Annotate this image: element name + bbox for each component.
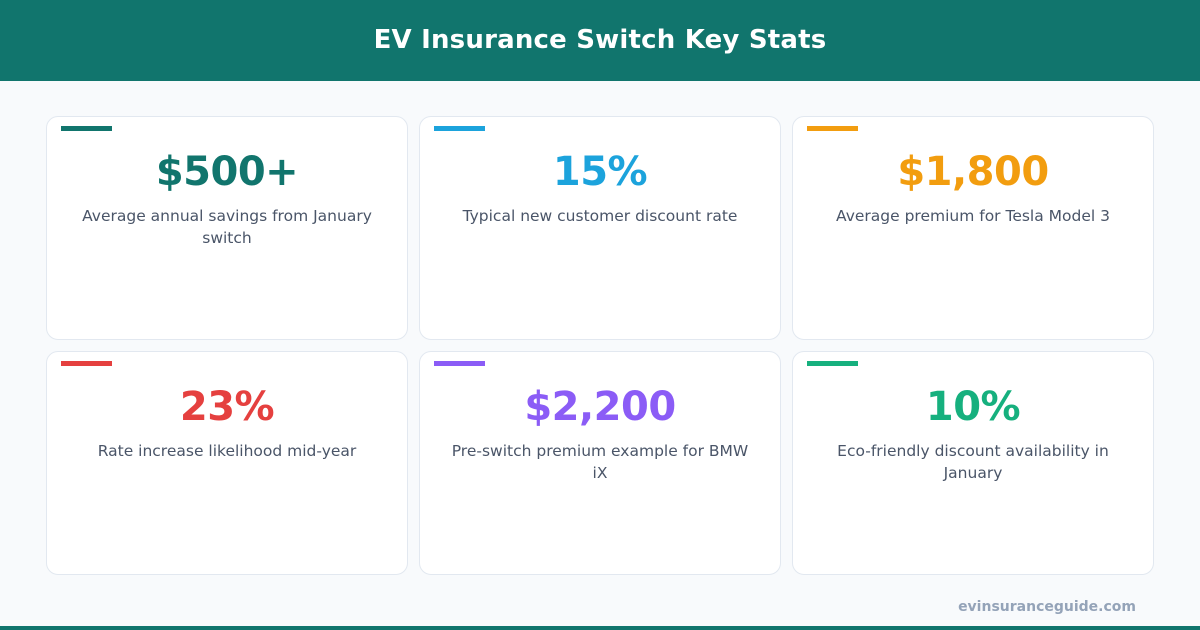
stat-label: Average premium for Tesla Model 3 (836, 207, 1110, 225)
card-accent-bar (807, 126, 858, 131)
stat-label: Average annual savings from January swit… (82, 207, 372, 247)
stat-label: Pre-switch premium example for BMW iX (451, 442, 749, 482)
site-url: evinsuranceguide.com (958, 599, 1136, 615)
stat-value: 10% (925, 384, 1021, 430)
stat-value: 15% (552, 149, 648, 195)
stat-value: $1,800 (897, 149, 1049, 195)
stats-grid: $500+ Average annual savings from Januar… (46, 116, 1154, 575)
card-accent-bar (61, 361, 112, 366)
card-accent-bar (434, 361, 485, 366)
header-banner: EV Insurance Switch Key Stats (0, 0, 1200, 81)
stat-card-annual-savings: $500+ Average annual savings from Januar… (46, 116, 408, 340)
stat-card-bmw-premium: $2,200 Pre-switch premium example for BM… (419, 351, 781, 575)
card-accent-bar (434, 126, 485, 131)
card-accent-bar (61, 126, 112, 131)
card-accent-bar (807, 361, 858, 366)
stat-label: Rate increase likelihood mid-year (97, 442, 357, 460)
stat-value: 23% (179, 384, 275, 430)
stat-card-tesla-premium: $1,800 Average premium for Tesla Model 3 (792, 116, 1154, 340)
stat-card-discount-rate: 15% Typical new customer discount rate (419, 116, 781, 340)
stat-card-rate-increase: 23% Rate increase likelihood mid-year (46, 351, 408, 575)
bottom-accent-bar (0, 626, 1200, 630)
page-title: EV Insurance Switch Key Stats (373, 24, 827, 55)
stat-card-eco-discount: 10% Eco-friendly discount availability i… (792, 351, 1154, 575)
stat-label: Eco-friendly discount availability in Ja… (837, 442, 1109, 482)
stat-value: $2,200 (524, 384, 676, 430)
stat-value: $500+ (155, 149, 299, 195)
stat-label: Typical new customer discount rate (462, 207, 738, 225)
